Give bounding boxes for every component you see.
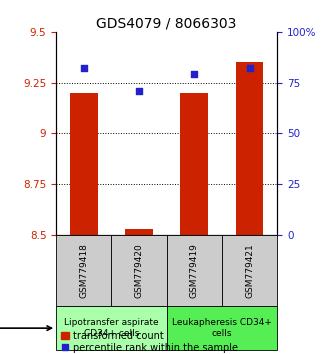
Point [81, 65, 86, 71]
Bar [236, 62, 263, 235]
Text: Leukapheresis CD34+
cells: Leukapheresis CD34+ cells [172, 319, 272, 338]
Bar [222, 235, 277, 306]
Text: GSM779419: GSM779419 [190, 243, 199, 298]
Legend: transformed count, percentile rank within the sample: transformed count, percentile rank withi… [61, 331, 238, 353]
Bar [167, 235, 222, 306]
Bar [56, 306, 167, 350]
Bar [112, 235, 167, 306]
Bar [125, 229, 153, 235]
Point [192, 72, 197, 77]
Text: GSM779420: GSM779420 [135, 243, 144, 298]
Text: GSM779421: GSM779421 [245, 243, 254, 298]
Bar [56, 235, 112, 306]
Title: GDS4079 / 8066303: GDS4079 / 8066303 [96, 17, 237, 31]
Text: GSM779418: GSM779418 [79, 243, 88, 298]
Bar [181, 93, 208, 235]
Bar [70, 93, 98, 235]
Point [247, 65, 252, 71]
Text: Lipotransfer aspirate
CD34+ cells: Lipotransfer aspirate CD34+ cells [64, 319, 159, 338]
Bar [167, 306, 277, 350]
Point [136, 88, 142, 93]
Text: cell type: cell type [0, 323, 51, 333]
